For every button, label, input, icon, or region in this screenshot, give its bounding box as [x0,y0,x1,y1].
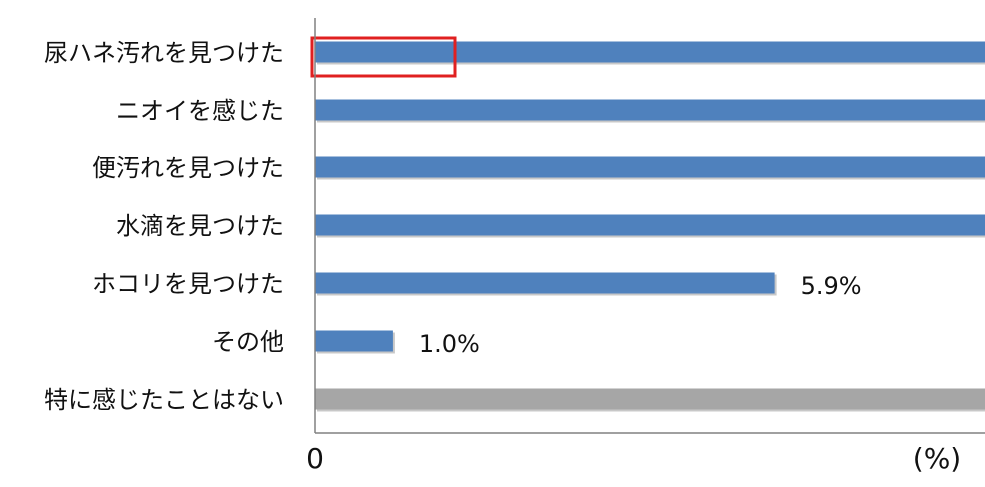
bar [315,41,985,63]
category-label: その他 [212,328,284,356]
category-label: 便汚れを見つけた [92,154,284,182]
category-label: 水滴を見つけた [116,212,284,240]
bar [315,156,985,178]
value-labels: 15.9%13.9%13.4%8.9%5.9%1.0%66.4% [419,272,862,358]
category-label: 尿ハネ汚れを見つけた [44,39,284,67]
category-label: ホコリを見つけた [92,270,284,298]
bar [315,388,985,410]
x-axis-unit: (%) [913,442,961,475]
category-labels: 尿ハネ汚れを見つけたニオイを感じた便汚れを見つけた水滴を見つけたホコリを見つけた… [44,39,284,414]
value-label: 1.0% [419,330,480,358]
bars [310,36,985,412]
axes [314,18,985,434]
x-tick-labels: 010203040506070 [306,442,324,475]
highlight-box [310,36,457,78]
bar [315,99,985,121]
bar [315,330,393,352]
value-label: 5.9% [801,272,862,300]
x-tick-label: 0 [306,442,324,475]
bar [315,272,775,294]
category-label: ニオイを感じた [116,97,284,125]
category-label: 特に感じたことはない [44,386,284,414]
bar [315,214,985,236]
